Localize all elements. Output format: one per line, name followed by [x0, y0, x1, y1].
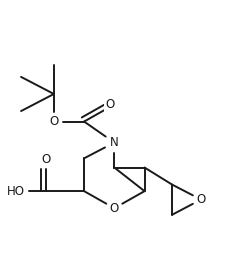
- Text: O: O: [196, 193, 205, 206]
- Text: O: O: [105, 98, 114, 111]
- Text: HO: HO: [7, 185, 25, 198]
- Text: O: O: [49, 115, 58, 128]
- Text: N: N: [109, 136, 118, 149]
- Text: O: O: [41, 153, 50, 166]
- Text: O: O: [109, 202, 118, 215]
